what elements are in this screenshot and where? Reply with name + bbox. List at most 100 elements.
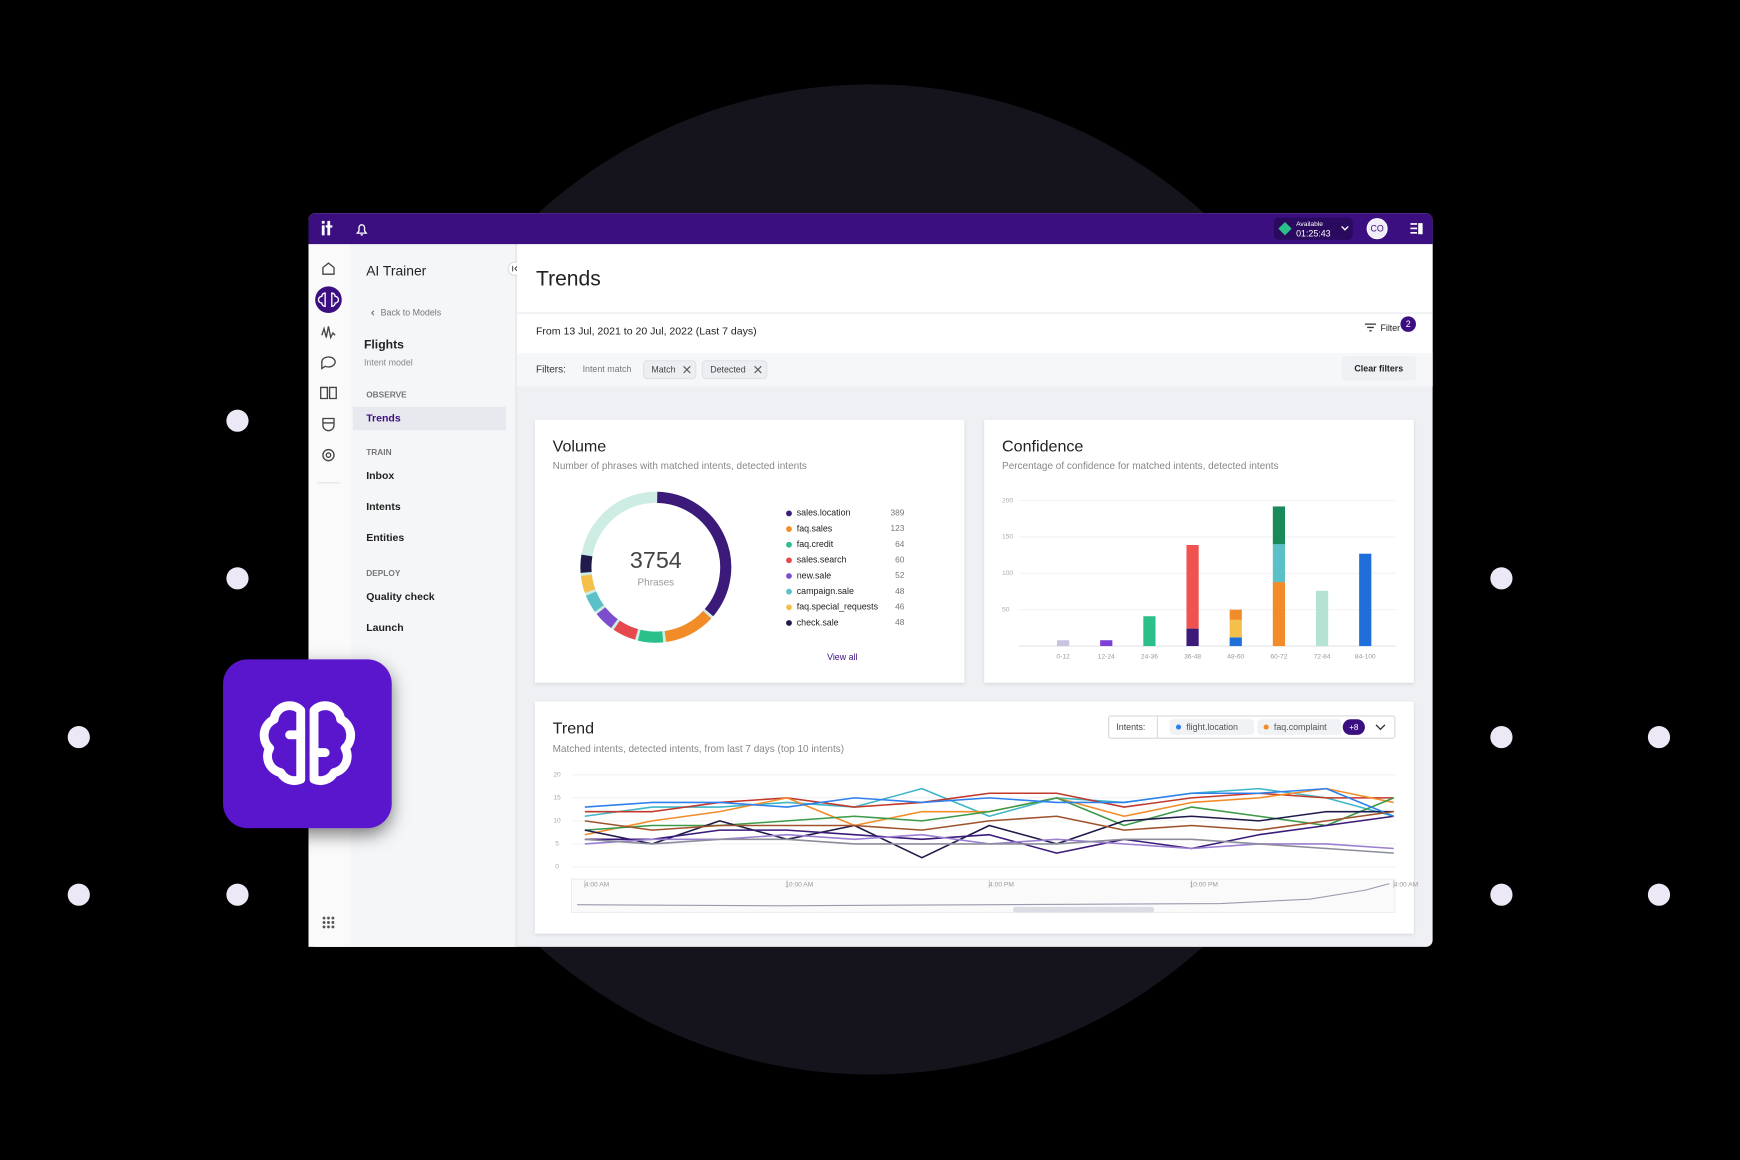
icon-rail [308, 244, 351, 947]
donut-segment [656, 491, 732, 617]
panel-icon[interactable] [1410, 223, 1423, 235]
chat-icon[interactable] [321, 356, 336, 370]
bar-segment [1229, 609, 1242, 620]
y-tick-label: 20 [553, 772, 561, 779]
status-pill[interactable] [1273, 217, 1353, 240]
legend-dot [786, 620, 792, 626]
home-icon[interactable] [322, 262, 335, 275]
filter-button[interactable]: Filter [1380, 323, 1400, 333]
x-tick-label: 10:00 AM [785, 881, 813, 888]
intent-chip[interactable] [1169, 719, 1254, 735]
nav-item[interactable]: Intents [366, 501, 401, 513]
legend-dot [786, 526, 792, 532]
x-tick-label: 10:00 PM [1190, 881, 1218, 888]
card-subtitle: Number of phrases with matched intents, … [553, 461, 807, 472]
legend-dot [786, 510, 792, 517]
legend-label: faq.special_requests [797, 602, 879, 612]
brain-small [317, 292, 340, 308]
clear-filters-label: Clear filters [1354, 363, 1403, 373]
top-bar [308, 213, 1433, 245]
chip-label: Detected [710, 365, 746, 375]
y-tick-label: 10 [553, 818, 561, 825]
back-link[interactable]: Back to Models [381, 307, 442, 317]
nav-item[interactable]: Trends [366, 412, 401, 424]
bell-icon[interactable] [355, 224, 368, 236]
donut-segment [585, 591, 604, 612]
nav-item[interactable]: Quality check [366, 591, 435, 603]
legend-label: faq.credit [797, 539, 834, 549]
view-all-link[interactable]: View all [827, 652, 857, 662]
selector-chevron [1375, 724, 1386, 731]
legend-value: 46 [895, 602, 905, 612]
nav-item[interactable]: Entities [366, 532, 404, 544]
bar-segment [1315, 590, 1329, 647]
legend-label: sales.location [797, 508, 851, 518]
clear-filters-button[interactable] [1341, 356, 1416, 381]
brain-icon [259, 701, 356, 786]
avatar-initials: CO [1370, 224, 1383, 234]
filter-count: 2 [1406, 319, 1411, 329]
nav-selected [352, 406, 507, 431]
intent-chip[interactable] [1257, 719, 1342, 735]
navigator[interactable] [570, 878, 1396, 914]
donut-segment [664, 610, 712, 642]
donut-segment [613, 620, 639, 640]
confidence-card [984, 419, 1414, 683]
status-chevron [1341, 225, 1349, 231]
filter-chip[interactable] [643, 360, 697, 380]
y-tick-label: 200 [1002, 497, 1013, 504]
shield-icon[interactable] [322, 417, 335, 432]
bar-segment [1186, 544, 1199, 629]
legend-label: campaign.sale [797, 586, 854, 596]
nav-heading: DEPLOY [366, 568, 401, 578]
nav-item[interactable]: Inbox [366, 470, 394, 482]
legend-label: faq.sales [797, 523, 833, 533]
intent-name: faq.complaint [1274, 722, 1327, 732]
status-icon [1278, 222, 1292, 236]
legend-label: check.sale [797, 617, 839, 627]
filter-chip[interactable] [701, 360, 768, 380]
trend-line [584, 838, 1394, 854]
x-tick-label: 48-60 [1227, 653, 1244, 660]
avatar[interactable] [1366, 218, 1388, 240]
trend-line [584, 787, 1395, 817]
trend-line [584, 787, 1394, 818]
donut-total: 3754 [630, 547, 682, 573]
settings-icon[interactable] [322, 448, 335, 462]
x-tick-label: 72-84 [1314, 653, 1331, 660]
y-tick-label: 150 [1002, 534, 1013, 541]
donut-label: Phrases [638, 577, 675, 588]
card-title: Volume [553, 438, 607, 456]
pulse-icon[interactable] [321, 326, 336, 340]
volume-card [534, 419, 965, 683]
more-pill[interactable] [1342, 719, 1365, 735]
collapse-icon [512, 265, 518, 272]
back-chevron [370, 310, 375, 316]
intent-name: flight.location [1186, 722, 1238, 732]
nav-item[interactable]: Launch [366, 622, 403, 634]
ai-trainer-icon[interactable] [315, 286, 342, 314]
book-icon[interactable] [320, 386, 337, 400]
intent-dot [1175, 724, 1182, 730]
chip-remove[interactable] [754, 365, 762, 374]
model-type: Intent model [364, 357, 413, 367]
donut-segment [580, 554, 593, 573]
legend-value: 48 [895, 617, 905, 627]
navigator-scrollbar[interactable] [1013, 906, 1155, 913]
x-tick-label: 0-12 [1056, 653, 1070, 660]
bar-segment [1229, 637, 1242, 647]
card-subtitle: Percentage of confidence for matched int… [1002, 461, 1279, 472]
card-title: Confidence [1002, 438, 1083, 456]
intent-dot [1263, 724, 1269, 730]
intents-label: Intents: [1116, 722, 1145, 732]
legend-value: 60 [895, 555, 905, 565]
nav-title: AI Trainer [366, 263, 426, 279]
trend-line [584, 815, 1394, 854]
legend-dot [786, 588, 792, 595]
page-title: Trends [536, 267, 601, 290]
chip-remove[interactable] [683, 365, 691, 374]
more-count: +8 [1349, 722, 1359, 732]
status-label: Available [1296, 221, 1323, 228]
apps-icon[interactable] [322, 916, 335, 929]
legend-label: new.sale [797, 570, 832, 580]
